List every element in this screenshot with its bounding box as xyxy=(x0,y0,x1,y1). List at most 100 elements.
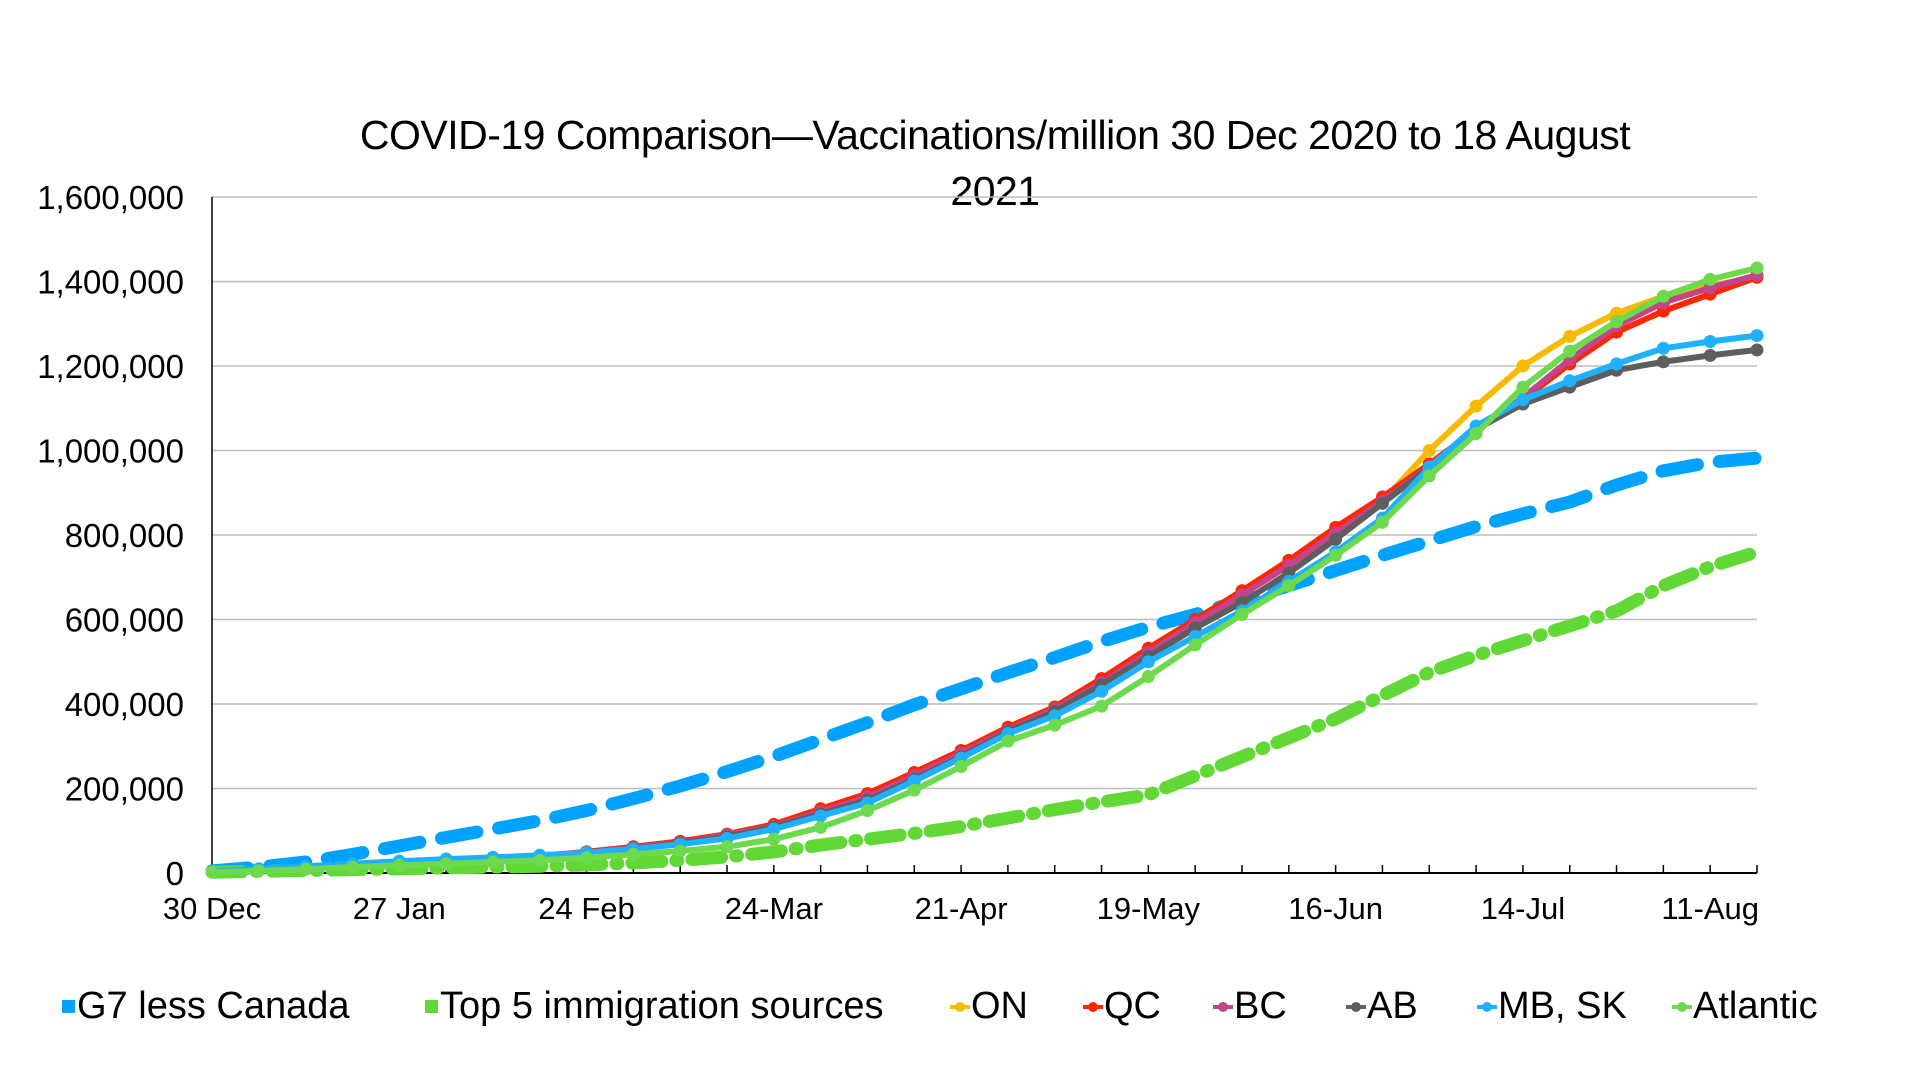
series-lines xyxy=(205,261,1764,879)
series-top-5-immigration-sources xyxy=(205,545,1764,879)
x-tick-label: 24 Feb xyxy=(538,891,635,926)
x-tick-label: 30 Dec xyxy=(163,891,261,926)
y-tick-label: 1,200,000 xyxy=(37,348,184,385)
x-tick-label: 14-Jul xyxy=(1481,891,1565,926)
y-tick-label: 400,000 xyxy=(65,686,184,723)
x-tick-label: 21-Apr xyxy=(915,891,1008,926)
y-tick-label: 1,400,000 xyxy=(37,264,184,301)
data-point xyxy=(907,783,921,797)
y-tick-label: 0 xyxy=(166,855,184,892)
legend-swatch-qc xyxy=(1083,1000,1103,1014)
legend-label-atlantic: Atlantic xyxy=(1693,985,1818,1027)
data-point xyxy=(1375,515,1389,529)
data-point xyxy=(1095,699,1109,713)
legend-label-on: ON xyxy=(971,985,1028,1027)
data-point xyxy=(1516,380,1530,394)
legend-item-top5: Top 5 immigration sources xyxy=(425,985,884,1028)
data-point xyxy=(1656,341,1670,355)
legend: G7 less Canada Top 5 immigration sources… xyxy=(0,985,1920,1035)
data-point xyxy=(767,832,781,846)
series-on xyxy=(205,270,1764,879)
y-tick-label: 800,000 xyxy=(65,517,184,554)
y-tick-label: 1,000,000 xyxy=(37,433,184,470)
x-tick-label: 16-Jun xyxy=(1288,891,1383,926)
data-point xyxy=(814,809,828,823)
data-point xyxy=(1235,607,1249,621)
legend-item-atlantic: Atlantic xyxy=(1672,985,1818,1028)
data-point xyxy=(252,864,266,878)
data-point xyxy=(1188,638,1202,652)
data-point xyxy=(1516,359,1530,373)
data-point xyxy=(1750,261,1764,275)
data-point xyxy=(767,822,781,836)
data-point xyxy=(345,860,359,874)
data-point xyxy=(533,853,547,867)
data-point xyxy=(673,844,687,858)
legend-label-g7: G7 less Canada xyxy=(77,985,350,1027)
data-point xyxy=(1329,548,1343,562)
legend-item-ab: AB xyxy=(1346,985,1418,1028)
data-point xyxy=(1048,718,1062,732)
data-point xyxy=(1141,670,1155,684)
series-line xyxy=(205,545,1764,879)
legend-label-ab: AB xyxy=(1367,985,1418,1027)
data-point xyxy=(1095,684,1109,698)
data-point xyxy=(486,855,500,869)
data-point xyxy=(1656,289,1670,303)
legend-swatch-ab xyxy=(1346,1000,1366,1014)
data-point xyxy=(1469,427,1483,441)
data-point xyxy=(1329,532,1343,546)
data-point xyxy=(1469,399,1483,413)
data-point xyxy=(1563,344,1577,358)
data-point xyxy=(1656,355,1670,369)
legend-item-on: ON xyxy=(950,985,1028,1028)
data-point xyxy=(1563,374,1577,388)
series-mb-sk xyxy=(205,329,1764,878)
series-ab xyxy=(205,343,1764,879)
legend-swatch-atlantic xyxy=(1672,1000,1692,1014)
legend-item-mbsk: MB, SK xyxy=(1477,985,1627,1028)
data-point xyxy=(860,803,874,817)
y-axis-tick-labels: 0 200,000 400,000 600,000 800,000 1,000,000 1,… xyxy=(37,179,184,892)
data-point xyxy=(720,840,734,854)
chart-title-line-1: COVID-19 Comparison—Vaccinations/million… xyxy=(359,112,1631,158)
chart-title-line-2: 2021 xyxy=(950,168,1040,214)
series-line xyxy=(205,451,1764,878)
legend-swatch-mbsk xyxy=(1477,1000,1497,1014)
legend-item-g7: G7 less Canada xyxy=(62,985,350,1028)
data-point xyxy=(1375,496,1389,510)
data-point xyxy=(580,851,594,865)
data-point xyxy=(1282,579,1296,593)
legend-swatch-bc xyxy=(1213,1000,1233,1014)
legend-swatch-g7 xyxy=(62,1000,75,1013)
x-tick-label: 27 Jan xyxy=(353,891,446,926)
y-tick-label: 200,000 xyxy=(65,771,184,808)
legend-label-mbsk: MB, SK xyxy=(1498,985,1627,1027)
data-point xyxy=(1703,272,1717,286)
data-point xyxy=(1422,444,1436,457)
legend-item-qc: QC xyxy=(1083,985,1161,1028)
data-point xyxy=(954,760,968,774)
data-point xyxy=(1001,734,1015,748)
data-point xyxy=(392,858,406,872)
data-point xyxy=(1516,393,1530,407)
series-line xyxy=(211,332,1758,875)
data-point xyxy=(299,862,313,876)
data-point xyxy=(814,820,828,834)
x-tick-label: 11-Aug xyxy=(1661,891,1759,926)
x-tick-label: 24-Mar xyxy=(725,891,823,926)
data-point xyxy=(907,774,921,788)
series-atlantic xyxy=(205,261,1764,879)
legend-label-qc: QC xyxy=(1104,985,1161,1027)
data-point xyxy=(1610,315,1624,329)
data-point xyxy=(626,847,640,861)
series-line xyxy=(211,346,1758,875)
x-tick-label: 19-May xyxy=(1097,891,1201,926)
data-point xyxy=(1750,329,1764,343)
series-line xyxy=(211,265,1758,876)
legend-swatch-top5 xyxy=(425,1000,438,1013)
data-point xyxy=(1048,709,1062,723)
x-axis: 30 Dec 27 Jan 24 Feb 24-Mar 21-Apr 19-May 16-J… xyxy=(163,197,1759,926)
legend-label-bc: BC xyxy=(1234,985,1287,1027)
